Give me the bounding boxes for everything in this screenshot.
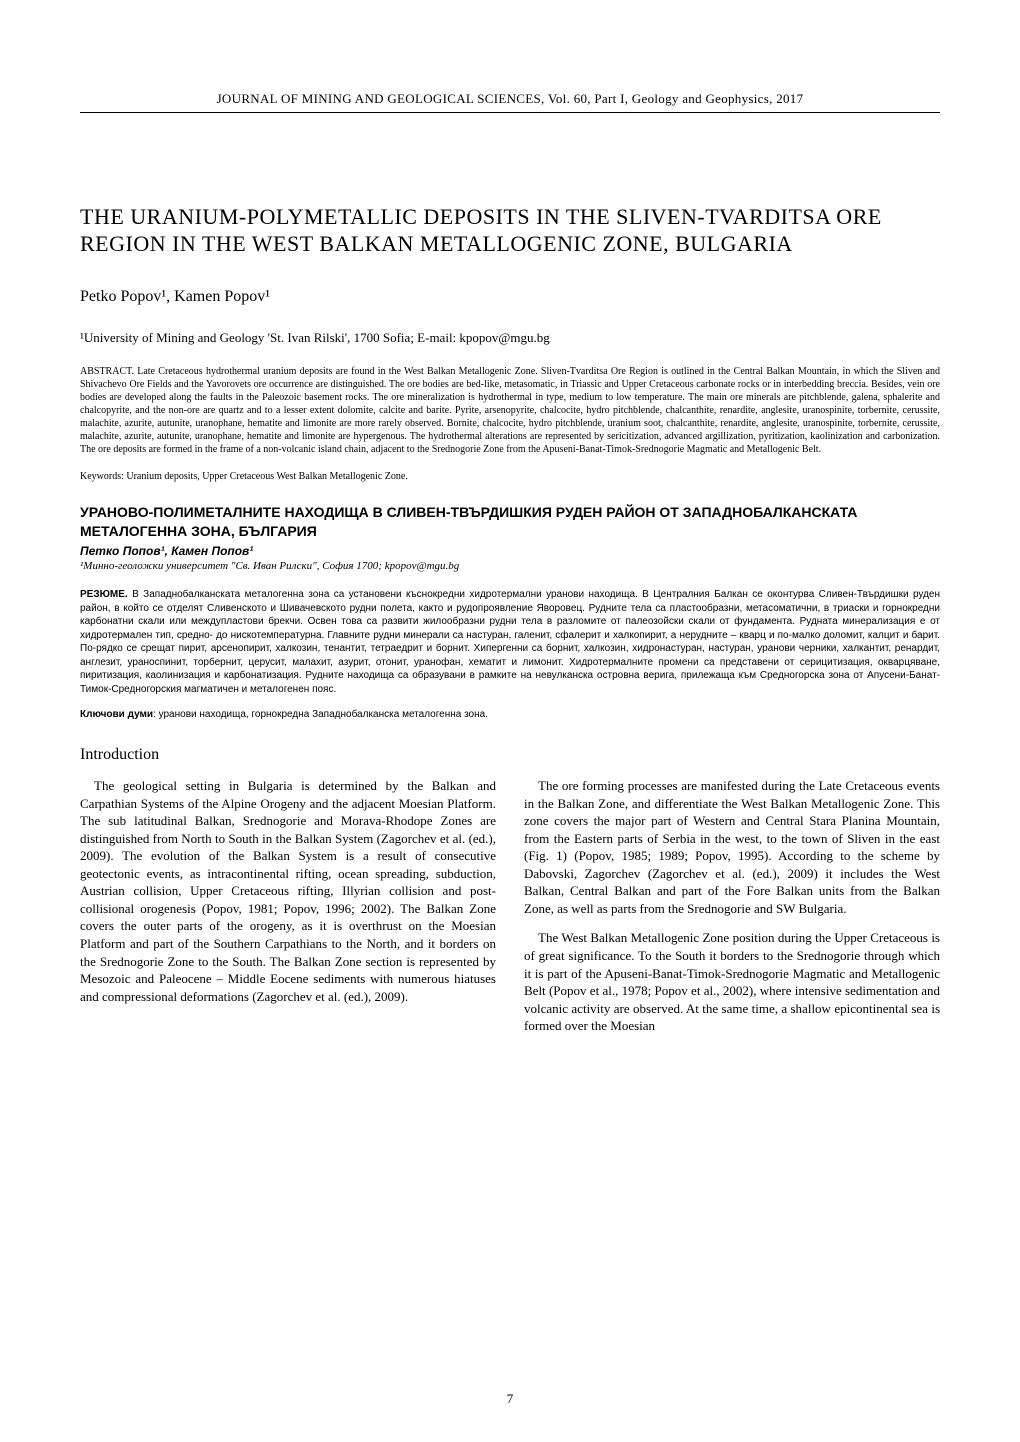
body-paragraph: The ore forming processes are manifested… xyxy=(524,777,940,917)
body-paragraph: The geological setting in Bulgaria is de… xyxy=(80,777,496,1005)
page-number: 7 xyxy=(0,1390,1020,1408)
keywords-bg: Ключови думи: уранови находища, горнокре… xyxy=(80,708,940,722)
keywords-en: Keywords: Uranium deposits, Upper Cretac… xyxy=(80,470,940,484)
journal-header: JOURNAL OF MINING AND GEOLOGICAL SCIENCE… xyxy=(80,90,940,113)
body-two-column: The geological setting in Bulgaria is de… xyxy=(80,777,940,1035)
abstract-bg-label: РЕЗЮМЕ. xyxy=(80,589,128,600)
authors-bg: Петко Попов¹, Камен Попов¹ xyxy=(80,543,940,559)
keywords-bg-label: Ключови думи xyxy=(80,709,153,720)
paper-title-bg: УРАНОВО-ПОЛИМЕТАЛНИТЕ НАХОДИЩА В СЛИВЕН-… xyxy=(80,503,940,541)
keywords-bg-text: : уранови находища, горнокредна Западноб… xyxy=(153,709,488,720)
abstract-en-label: ABSTRACT. xyxy=(80,366,134,377)
body-paragraph: The West Balkan Metallogenic Zone positi… xyxy=(524,929,940,1034)
affiliation-bg: ¹Минно-геоложки университет "Св. Иван Ри… xyxy=(80,559,940,574)
abstract-bg: РЕЗЮМЕ. В Западнобалканската металогенна… xyxy=(80,588,940,696)
section-heading-introduction: Introduction xyxy=(80,744,940,766)
authors-en: Petko Popov¹, Kamen Popov¹ xyxy=(80,286,940,308)
abstract-en: ABSTRACT. Late Cretaceous hydrothermal u… xyxy=(80,365,940,456)
abstract-bg-text: В Западнобалканската металогенна зона са… xyxy=(80,589,940,695)
abstract-en-text: Late Cretaceous hydrothermal uranium dep… xyxy=(80,366,940,455)
affiliation-en: ¹University of Mining and Geology 'St. I… xyxy=(80,329,940,347)
paper-title-en: THE URANIUM-POLYMETALLIC DEPOSITS IN THE… xyxy=(80,203,940,258)
